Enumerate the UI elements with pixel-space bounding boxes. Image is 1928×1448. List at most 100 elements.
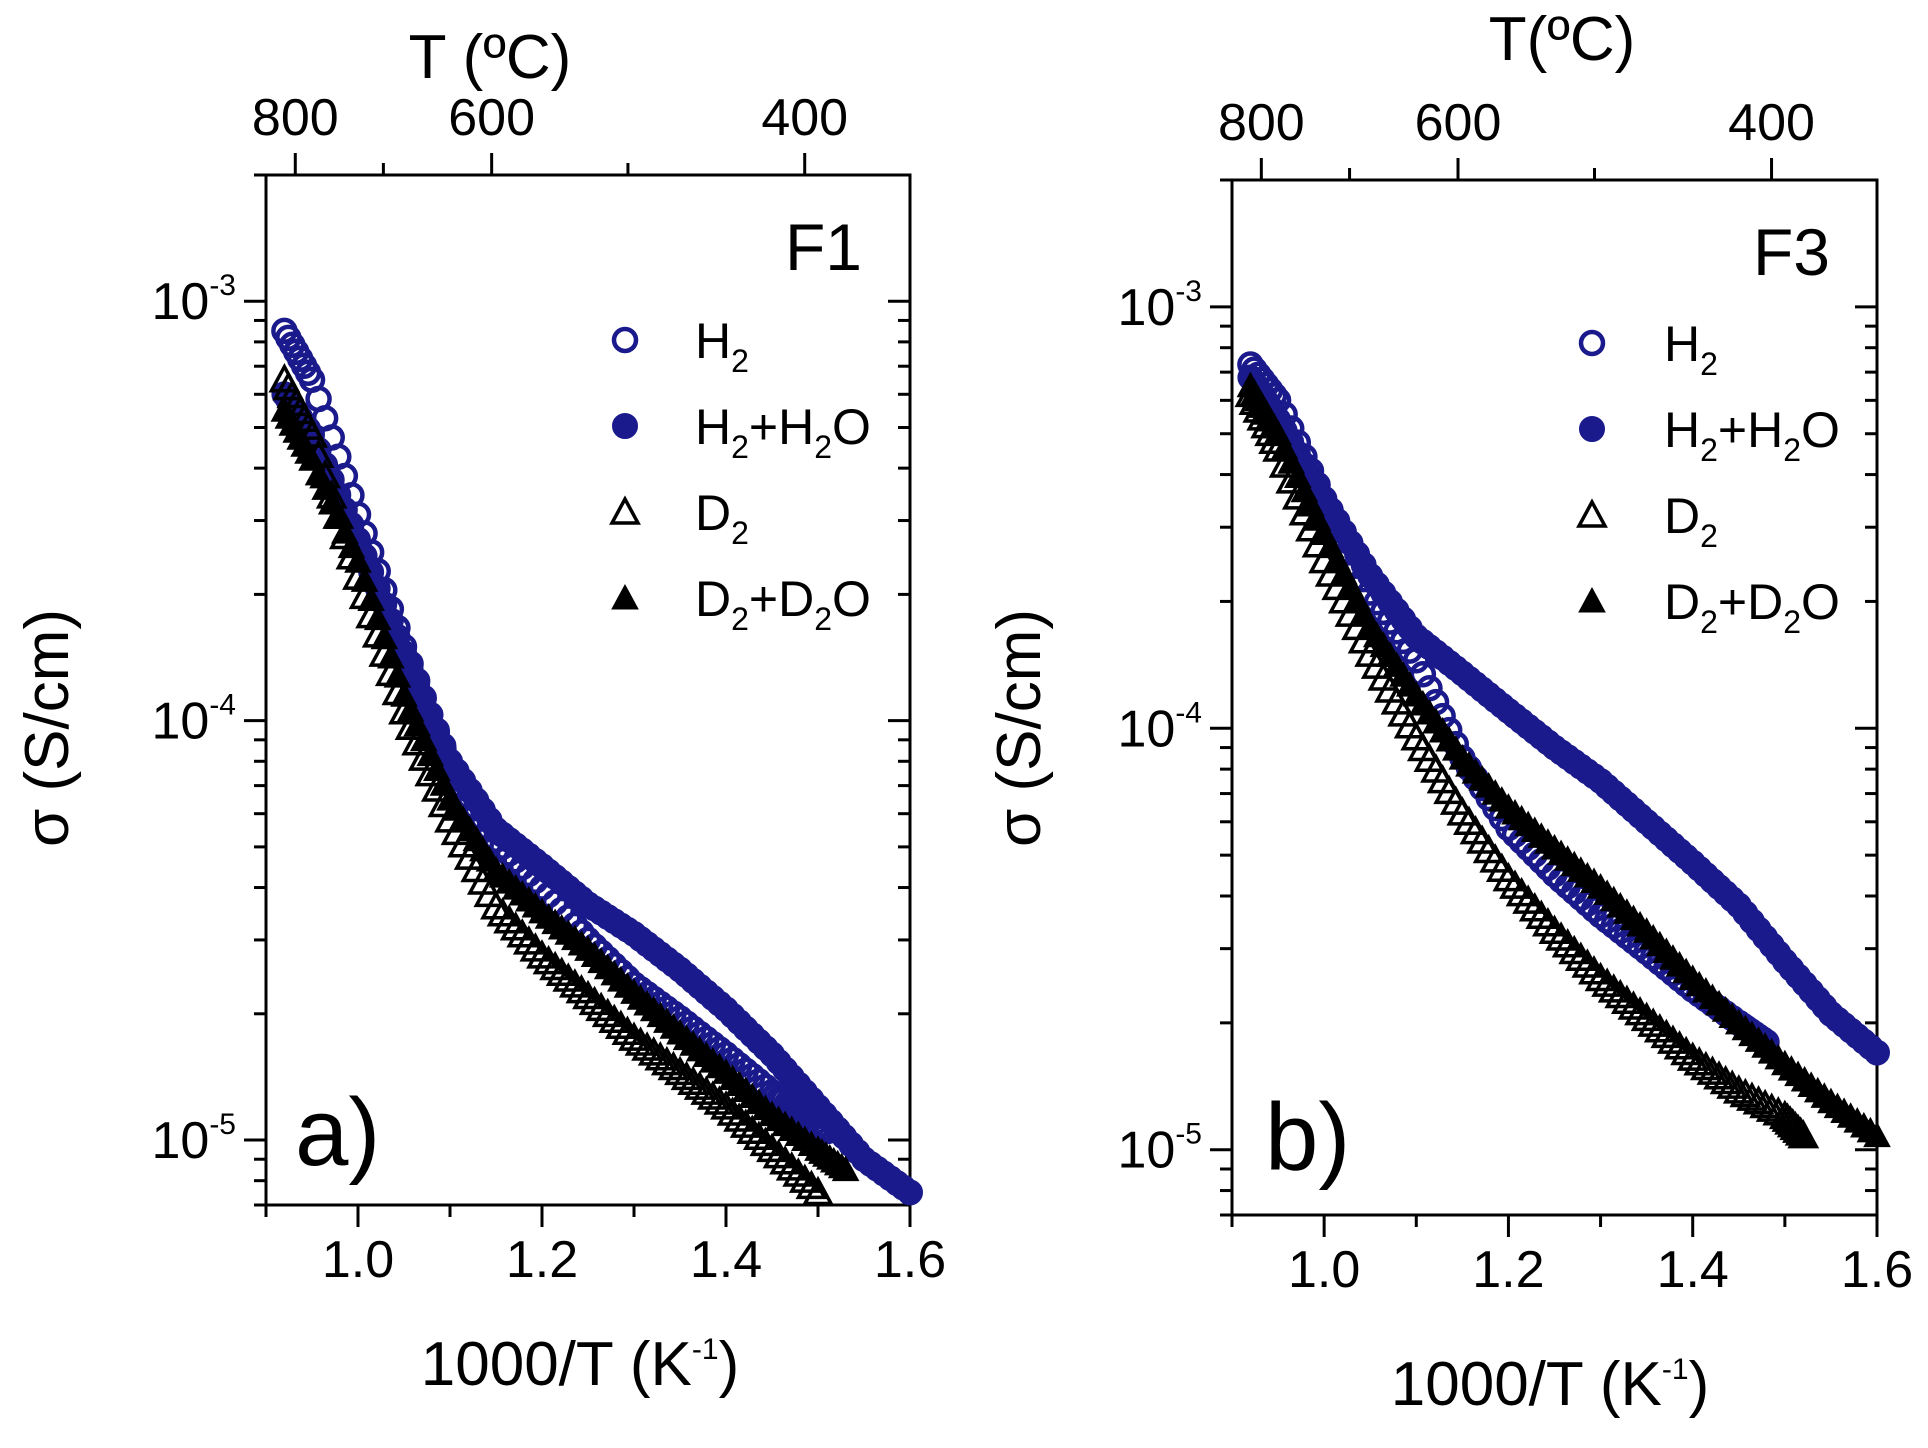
data-point <box>1729 1077 1762 1108</box>
data-point <box>519 932 552 962</box>
data-point <box>696 1080 729 1110</box>
x-tick-label: 1.2 <box>1472 1241 1544 1299</box>
legend-tail: O <box>1801 574 1840 630</box>
data-point <box>598 1003 631 1034</box>
data-point <box>545 956 578 987</box>
data-point <box>690 1075 723 1105</box>
data-point <box>1545 921 1578 951</box>
x-axis-title-close: ) <box>1689 1350 1710 1419</box>
x-tick-label: 1.6 <box>1841 1241 1913 1299</box>
data-point <box>749 1126 782 1157</box>
data-point <box>591 997 624 1028</box>
data-point <box>1755 1092 1788 1122</box>
y-tick-label: 10-3 <box>151 269 236 331</box>
data-point <box>624 1026 657 1056</box>
data-point <box>1409 661 1437 688</box>
legend-subscript: 2 <box>1700 604 1718 640</box>
data-point <box>1703 1060 1735 1090</box>
data-point <box>1716 1069 1749 1099</box>
top-axis-title: T (ºC) <box>409 23 572 92</box>
data-point <box>1624 995 1656 1026</box>
data-point <box>756 1132 788 1163</box>
legend-main: D <box>1664 488 1700 544</box>
panel-title: F3 <box>1753 215 1830 289</box>
data-point <box>350 566 379 592</box>
data-point <box>736 1114 769 1144</box>
data-point <box>664 1055 696 1086</box>
top-tick-label: 800 <box>1218 94 1305 152</box>
y-tick-exponent: -4 <box>209 689 236 722</box>
y-tick-exponent: -5 <box>1175 1118 1202 1151</box>
data-point <box>1578 954 1610 985</box>
x-tick-label: 1.2 <box>506 1231 578 1289</box>
data-point <box>677 1065 710 1096</box>
data-point <box>1643 1013 1676 1043</box>
x-axis-title: 1000/T (K-1) <box>421 1330 739 1399</box>
legend-subscript: 2 <box>1700 346 1718 382</box>
y-tick-label: 10-4 <box>1117 696 1202 758</box>
data-point <box>1558 934 1591 965</box>
legend-subscript: 2 <box>814 601 832 637</box>
data-point <box>670 1060 703 1091</box>
data-point <box>1863 1121 1891 1148</box>
legend-label: H2+H2O <box>695 399 871 465</box>
data-point <box>512 925 545 955</box>
data-point <box>344 547 372 573</box>
y-tick-base: 10 <box>1117 279 1175 337</box>
legend-main: D <box>1664 574 1700 630</box>
data-point <box>1584 961 1617 992</box>
data-point <box>604 1009 637 1039</box>
x-axis-title-exponent: -1 <box>1662 1353 1689 1386</box>
legend-subscript: 2 <box>1700 518 1718 554</box>
data-point <box>631 1031 664 1061</box>
data-point <box>723 1102 756 1132</box>
data-point <box>637 1036 670 1066</box>
legend-marker <box>1578 329 1606 357</box>
x-axis-title-text: 1000/T (K <box>1391 1350 1662 1419</box>
data-point <box>377 642 405 669</box>
y-tick-exponent: -3 <box>1175 275 1202 308</box>
x-axis-title-exponent: -1 <box>692 1333 719 1366</box>
legend-marker <box>1579 416 1605 442</box>
data-point <box>782 1157 815 1187</box>
legend-subscript: 2 <box>1783 604 1801 640</box>
legend-subscript: 2 <box>731 515 749 551</box>
data-point <box>1512 884 1545 914</box>
data-point <box>357 585 385 612</box>
legend-marker <box>609 495 641 525</box>
legend-label: H2 <box>695 313 749 379</box>
data-point <box>769 1144 802 1175</box>
data-point <box>650 1045 683 1076</box>
legend-rest: +D <box>1718 574 1783 630</box>
legend-tail: O <box>832 571 871 627</box>
data-point <box>742 1120 775 1151</box>
top-axis-title: T(ºC) <box>1489 5 1636 74</box>
data-point <box>1676 1041 1709 1071</box>
data-point <box>644 1040 677 1071</box>
legend-label: D2 <box>1664 488 1718 554</box>
data-point <box>1637 1007 1670 1037</box>
legend-rest: +H <box>749 399 814 455</box>
data-point <box>1591 967 1624 997</box>
legend-rest: +H <box>1718 402 1783 458</box>
data-point <box>486 897 519 927</box>
data-point <box>1657 1024 1689 1054</box>
data-point <box>1571 948 1604 978</box>
data-point <box>1670 1035 1703 1066</box>
y-tick-exponent: -5 <box>209 1108 236 1141</box>
x-tick-label: 1.0 <box>1288 1241 1360 1299</box>
legend-label: H2+H2O <box>1664 402 1840 468</box>
y-tick-base: 10 <box>1117 700 1175 758</box>
legend-label: D2+D2O <box>1664 574 1840 640</box>
series-D2+D2O <box>1236 371 1891 1148</box>
data-point <box>683 1070 716 1100</box>
legend-main: H <box>1664 402 1700 458</box>
y-axis-title: σ (S/cm) <box>13 609 82 847</box>
data-point <box>539 950 572 981</box>
data-point <box>370 623 399 650</box>
data-point <box>618 1021 650 1051</box>
data-point <box>1650 1018 1683 1049</box>
x-tick-label: 1.4 <box>690 1231 762 1289</box>
legend-marker <box>612 413 638 439</box>
data-point <box>1689 1050 1722 1081</box>
